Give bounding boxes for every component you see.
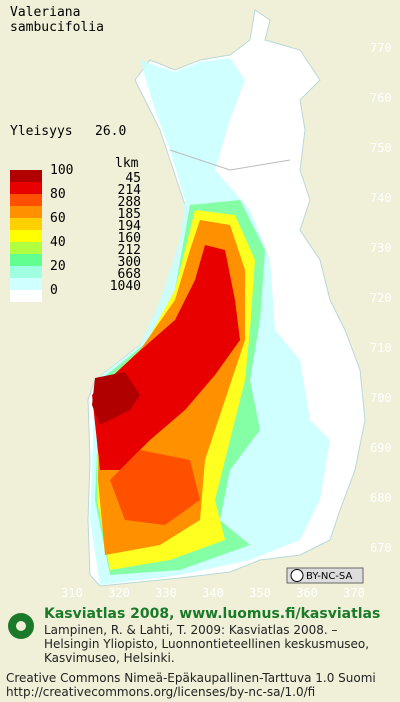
count-label: 160 — [118, 231, 141, 246]
class-label: 0 — [50, 283, 58, 298]
easting-label: 320 — [108, 586, 130, 600]
northing-label: 680 — [370, 491, 392, 505]
badge-text: BY-NC-SA — [306, 571, 352, 582]
class-label: 100 — [50, 163, 73, 178]
legend-swatch — [10, 182, 42, 194]
license-badge: BY-NC-SA — [286, 567, 364, 584]
easting-label: 330 — [155, 586, 177, 600]
frequency-value: 26.0 — [95, 124, 126, 139]
red-area — [92, 245, 240, 470]
logo-core — [16, 621, 26, 631]
legend-swatch — [10, 254, 42, 266]
class-label: 80 — [50, 187, 66, 202]
northing-label: 690 — [370, 441, 392, 455]
count-label: 214 — [118, 183, 142, 198]
easting-label: 310 — [61, 586, 83, 600]
cc-icon — [290, 569, 304, 582]
northing-label: 730 — [370, 241, 392, 255]
northing-label: 720 — [370, 291, 392, 305]
northing-label: 700 — [370, 391, 392, 405]
count-label: 45 — [125, 171, 141, 186]
citation-line: Kasvimuseo, Helsinki. — [44, 651, 175, 665]
atlas-line: Kasviatlas 2008, www.luomus.fi/kasviatla… — [44, 606, 380, 622]
legend-swatch — [10, 278, 42, 290]
northing-label: 760 — [370, 91, 392, 105]
northing-label: 710 — [370, 341, 392, 355]
grid-labels: 770 760 750 740 730 720 710 700 690 680 670 310 320 3… — [61, 41, 392, 600]
legend-swatch — [10, 206, 42, 218]
northing-label: 740 — [370, 191, 392, 205]
badge-box — [286, 567, 364, 584]
species-name: Valeriana — [10, 5, 80, 20]
easting-label: 340 — [202, 586, 224, 600]
count-label: 300 — [118, 255, 141, 270]
license-line: Creative Commons Nimeä-Epäkaupallinen-Ta… — [6, 671, 376, 685]
legend-swatch — [10, 242, 42, 254]
northing-label: 750 — [370, 141, 392, 155]
easting-label: 370 — [343, 586, 365, 600]
species-name: sambucifolia — [10, 20, 104, 35]
legend-swatch — [10, 218, 42, 230]
legend-swatch — [10, 290, 42, 302]
legend: 100 80 60 40 20 0 4521428818519416021230066810… — [10, 163, 141, 302]
northing-label: 670 — [370, 541, 392, 555]
class-label: 20 — [50, 259, 66, 274]
easting-label: 350 — [249, 586, 271, 600]
legend-swatch — [10, 266, 42, 278]
region-borders — [169, 149, 291, 171]
class-label: 60 — [50, 211, 66, 226]
frequency-label: Yleisyys — [10, 124, 73, 139]
count-label: 185 — [118, 207, 141, 222]
count-label: 1040 — [110, 279, 141, 294]
count-label: 288 — [118, 195, 141, 210]
license-line: http://creativecommons.org/licenses/by-n… — [6, 685, 315, 699]
northing-label: 770 — [370, 41, 392, 55]
count-header: lkm — [115, 156, 139, 171]
count-label: 668 — [118, 267, 141, 282]
count-label: 194 — [118, 219, 142, 234]
dark-red-area — [92, 372, 140, 425]
legend-swatch — [10, 170, 42, 182]
legend-swatch — [10, 230, 42, 242]
citation-line: Lampinen, R. & Lahti, T. 2009: Kasviatla… — [44, 623, 338, 637]
legend-swatch — [10, 194, 42, 206]
easting-label: 360 — [296, 586, 318, 600]
finland-map — [87, 9, 366, 587]
footer-logo — [8, 613, 34, 639]
count-label: 212 — [118, 243, 141, 258]
citation-line: Helsingin Yliopisto, Luonnontieteellinen… — [44, 637, 369, 651]
orange-south — [110, 450, 200, 525]
class-label: 40 — [50, 235, 66, 250]
